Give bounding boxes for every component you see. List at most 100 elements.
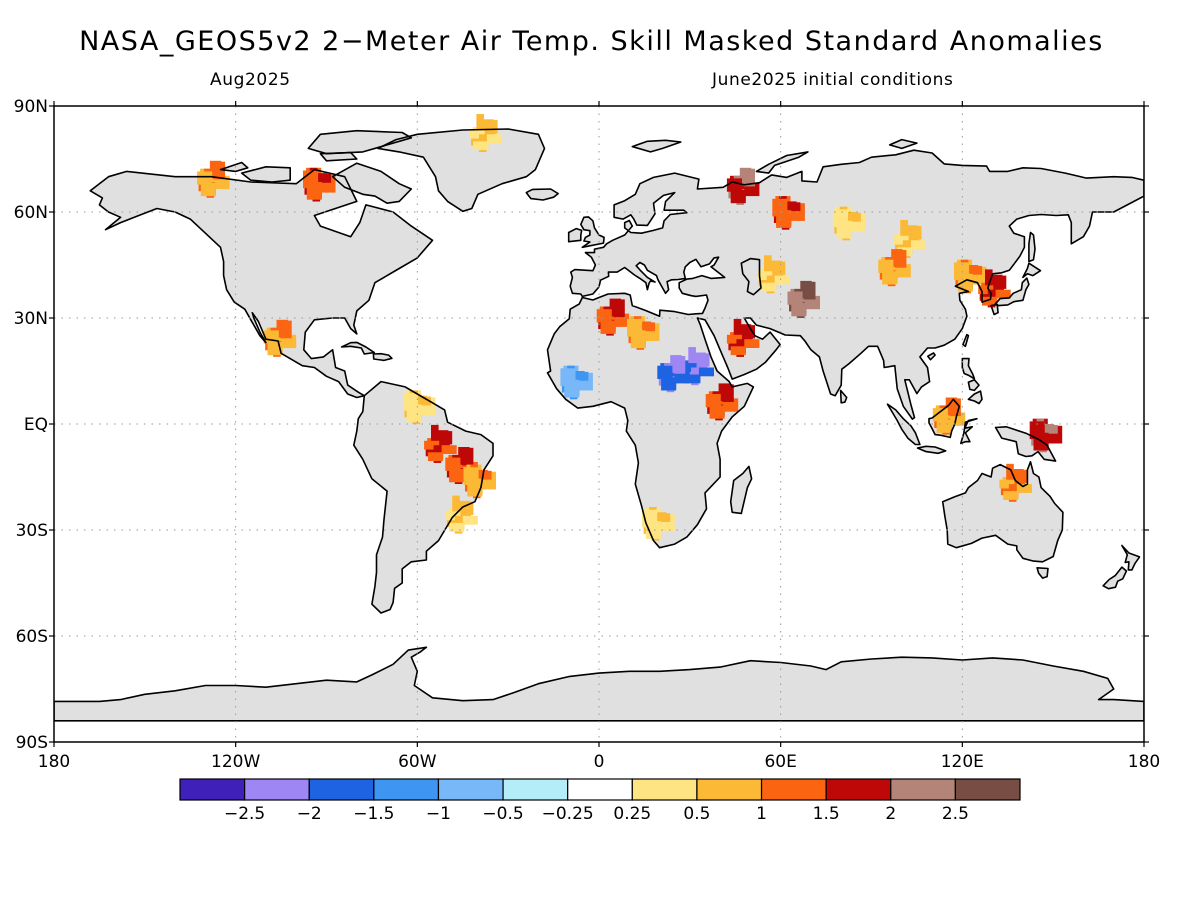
anomaly-cell (657, 365, 673, 379)
anomaly-cell (705, 394, 721, 408)
coastline-mindanao (967, 390, 983, 405)
anomaly-cell (577, 371, 589, 381)
coastline-australia (941, 460, 1064, 563)
anomaly-cell (469, 129, 485, 139)
anomaly-cell (722, 384, 734, 402)
land-sulawesi (960, 418, 977, 444)
anomaly-cell (681, 363, 697, 372)
coastline-svalbard (631, 139, 682, 153)
anomaly-cell (698, 367, 714, 377)
anomaly-cell (698, 353, 710, 367)
lat-label: 30N (14, 309, 48, 329)
coastline-severnaya-zemlya (888, 138, 918, 150)
anomaly-cell (999, 479, 1015, 489)
anomaly-cell (789, 202, 801, 212)
anomaly-cell (658, 513, 671, 522)
land-cuba (341, 342, 375, 354)
colorbar-label: 2 (885, 804, 896, 824)
anomaly-cell (893, 235, 909, 245)
land-great-britain (580, 216, 605, 248)
coastline-ireland (567, 227, 583, 243)
coastline-devon (319, 151, 358, 162)
anomaly-cell (600, 320, 616, 334)
anomaly-cell (630, 330, 646, 349)
colorbar-label: −2 (297, 804, 322, 824)
land-australia (942, 461, 1063, 562)
coastline-caspian (740, 257, 762, 296)
anomaly-patch (832, 206, 866, 241)
anomaly-cell (979, 287, 992, 301)
land-new-guinea (995, 426, 1056, 462)
lat-label: 30S (16, 521, 48, 541)
colorbar-label: 0.25 (613, 804, 651, 824)
colorbar-swatch (825, 778, 892, 801)
anomaly-cell (744, 339, 760, 348)
anomaly-cell (449, 522, 465, 532)
anomaly-cell (774, 275, 790, 285)
anomaly-patch (932, 397, 966, 435)
anomaly-cell (1016, 484, 1032, 493)
coastline-java (916, 445, 947, 455)
anomaly-cell (425, 443, 438, 457)
anomaly-cell (761, 282, 777, 292)
anomaly-cell (836, 220, 852, 239)
anomaly-patch (999, 463, 1032, 502)
anomaly-cell (957, 273, 973, 292)
lat-label: 60N (14, 203, 48, 223)
anomaly-cell (688, 347, 696, 365)
land-north-america (90, 169, 433, 398)
colorbar-label: −1.5 (353, 804, 394, 824)
anomaly-cell (424, 440, 440, 450)
anomaly-cell (406, 404, 422, 423)
colorbar-label: −0.25 (542, 804, 594, 824)
colorbar-label: −1 (426, 804, 451, 824)
land-madagascar (730, 466, 752, 514)
anomaly-patch (978, 269, 1011, 308)
anomaly-cell (306, 182, 322, 200)
anomaly-cell (452, 495, 460, 514)
anomaly-cell (757, 271, 773, 280)
colorbar-swatch (373, 778, 440, 801)
anomaly-cell (427, 452, 443, 462)
anomaly-cell (685, 374, 701, 384)
coastline-visayas (967, 378, 980, 392)
coastline-victoria (240, 166, 292, 183)
coastline-africa-eurasia (546, 149, 1144, 549)
colorbar-label: −0.5 (482, 804, 523, 824)
coastline-sulawesi (959, 417, 978, 445)
anomaly-patch (657, 355, 690, 393)
anomaly-cell (733, 318, 742, 337)
anomaly-patch (303, 167, 336, 202)
anomaly-cell (726, 334, 742, 344)
anomaly-cell (804, 281, 816, 300)
anomaly-patch (726, 318, 760, 357)
coastline-banks (219, 161, 249, 173)
colorbar: −2.5 −2 −1.5 −1 −0.5 −0.25 0.25 0.5 1 1.5 2 2.5 (179, 778, 1021, 824)
anomaly-cell (910, 240, 926, 250)
colorbar-swatch (696, 778, 763, 801)
coastline-madagascar (729, 465, 753, 515)
lon-label: 120E (941, 752, 984, 772)
coastline-hainan (926, 352, 936, 361)
colorbar-label: 1 (756, 804, 767, 824)
coastline-north-america (89, 168, 434, 399)
coastline-south-america (352, 380, 494, 614)
anomaly-cell (949, 398, 961, 417)
anomaly-cell (743, 168, 755, 187)
anomaly-cell (758, 273, 771, 287)
anomaly-cell (728, 337, 740, 351)
colorbar-swatch (244, 778, 310, 801)
anomaly-cell (764, 255, 772, 273)
coastline-greenland (377, 128, 546, 213)
colorbar-swatch (308, 778, 375, 801)
anomaly-patch (627, 316, 660, 350)
anomaly-cell (730, 189, 746, 204)
colorbar-swatch (890, 778, 956, 801)
coastline-taiwan (962, 333, 970, 348)
colorbar-swatch (954, 778, 1021, 801)
coastline-hispaniola (372, 352, 393, 362)
anomaly-patch (787, 280, 820, 318)
coastline-new-guinea (994, 425, 1057, 462)
